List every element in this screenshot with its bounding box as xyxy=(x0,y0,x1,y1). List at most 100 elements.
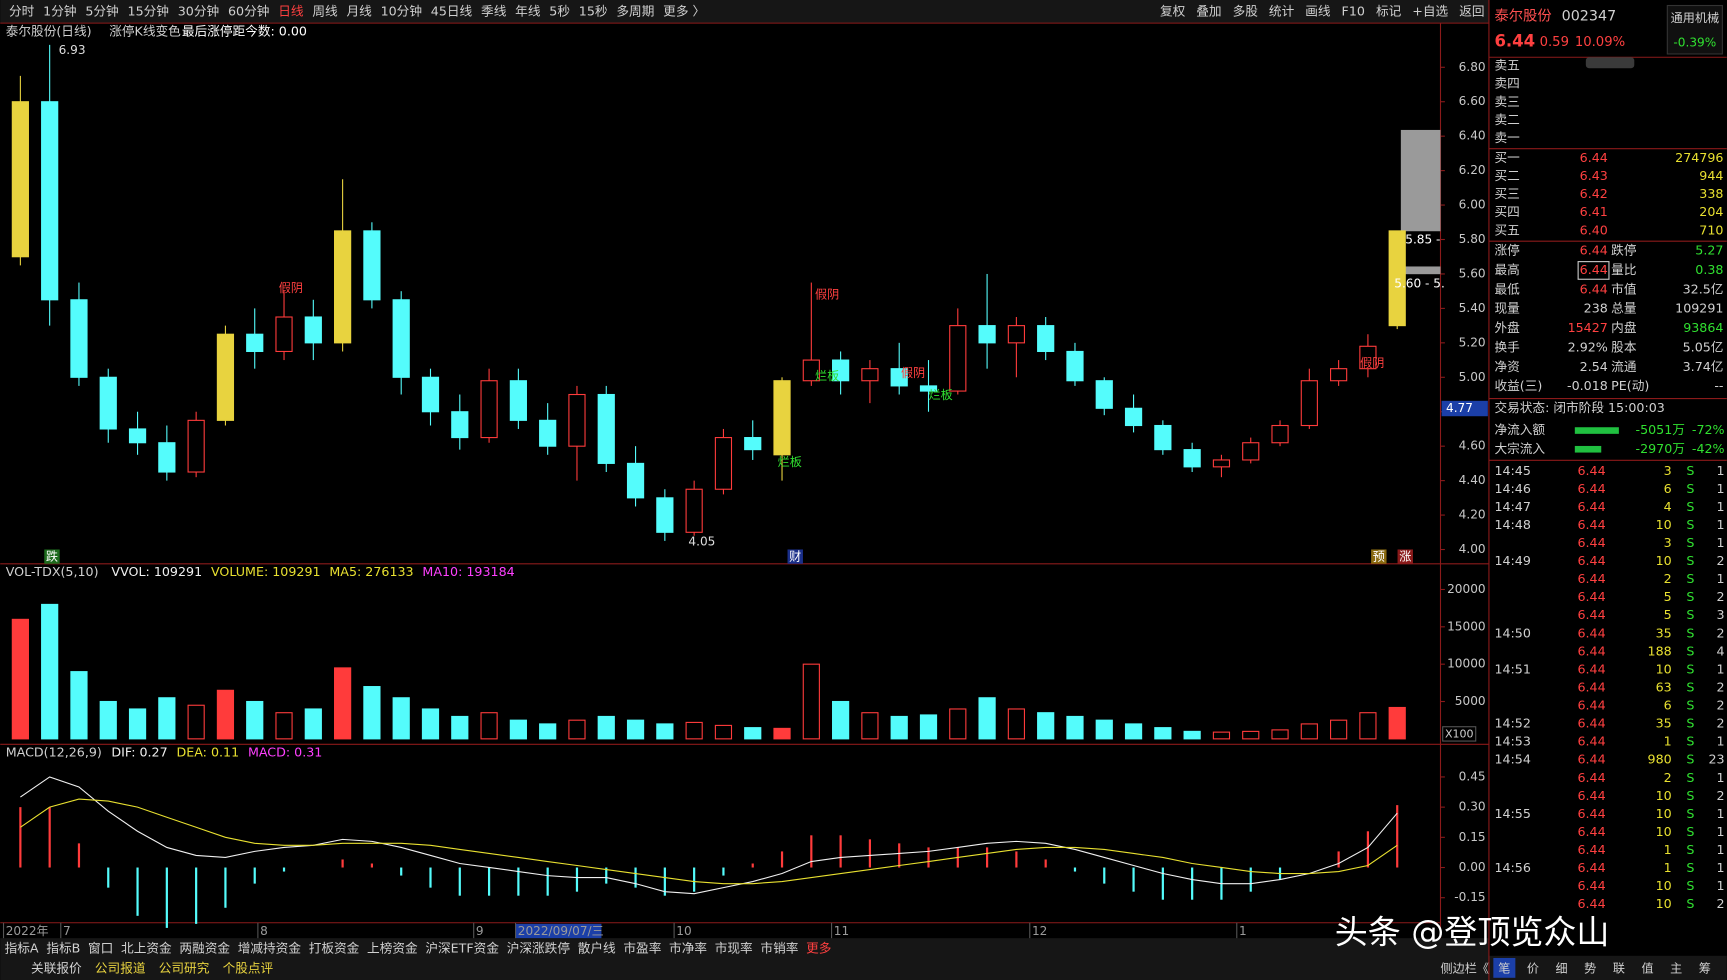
flow-label: 净流入额 xyxy=(1494,422,1545,437)
indicator-tab[interactable]: 指标B xyxy=(46,941,80,956)
tick-volume: 35 xyxy=(1656,625,1672,640)
y-tick-label: 0.45 xyxy=(1459,769,1486,783)
indicator-tab[interactable]: 打板资金 xyxy=(309,941,360,956)
volume-bar xyxy=(158,697,176,740)
candle-body xyxy=(128,428,147,444)
indicator-tab[interactable]: 沪深涨跌停 xyxy=(507,941,571,956)
tool-button[interactable]: 返回 xyxy=(1459,4,1484,19)
side-tab[interactable]: 筹 xyxy=(1699,961,1711,975)
tool-button[interactable]: +自选 xyxy=(1412,4,1448,19)
tool-button[interactable]: 统计 xyxy=(1269,4,1295,19)
bid-volume: 944 xyxy=(1699,168,1723,183)
tick-count: 2 xyxy=(1717,698,1725,713)
indicator-tab[interactable]: 增减持资金 xyxy=(238,941,302,956)
tick-time: 14:53 xyxy=(1494,734,1530,749)
period-tab[interactable]: 年线 xyxy=(515,4,541,19)
bid-price: 6.43 xyxy=(1580,168,1608,183)
indicator-tab[interactable]: 市净率 xyxy=(669,941,707,956)
period-tab[interactable]: 1分钟 xyxy=(43,4,76,19)
indicator-value: MACD: 0.31 xyxy=(248,745,322,760)
stat-value: 109291 xyxy=(1675,301,1723,316)
side-tab[interactable]: 势 xyxy=(1584,961,1596,975)
info-link[interactable]: 个股点评 xyxy=(223,960,274,975)
period-tab[interactable]: 10分钟 xyxy=(381,4,422,19)
info-link[interactable]: 公司报道 xyxy=(95,960,146,975)
indicator-tab[interactable]: 更多 xyxy=(806,941,831,956)
tool-button[interactable]: 叠加 xyxy=(1196,4,1221,19)
tool-button[interactable]: 复权 xyxy=(1160,4,1186,19)
tick-price: 6.44 xyxy=(1577,517,1605,532)
tool-button[interactable]: F10 xyxy=(1342,4,1365,19)
collapse-button[interactable] xyxy=(1585,57,1635,69)
side-tab[interactable]: 价 xyxy=(1527,961,1539,975)
macd-dea-line xyxy=(20,798,1398,885)
indicator-tab[interactable]: 北上资金 xyxy=(121,941,172,956)
period-tab[interactable]: 多周期 xyxy=(616,4,654,19)
period-tab[interactable]: 45日线 xyxy=(431,4,473,19)
indicator-tab[interactable]: 指标A xyxy=(5,941,39,956)
indicator-tab[interactable]: 两融资金 xyxy=(179,941,230,956)
bid-level: 买五 xyxy=(1494,222,1519,237)
period-tab[interactable]: 15分钟 xyxy=(128,4,169,19)
period-tab[interactable]: 5秒 xyxy=(549,4,570,19)
side-tab[interactable]: 笔 xyxy=(1498,960,1510,975)
indicator-tab[interactable]: 沪深ETF资金 xyxy=(425,941,499,956)
period-tab[interactable]: 日线 xyxy=(278,4,304,19)
info-link[interactable]: 关联报价 xyxy=(31,960,82,975)
side-tab[interactable]: 侧边栏《 xyxy=(1440,960,1488,975)
y-tick-label: 5.80 xyxy=(1459,232,1486,246)
tick-volume: 4 xyxy=(1664,499,1672,514)
candle-body xyxy=(480,380,498,439)
period-tab[interactable]: 月线 xyxy=(346,4,372,19)
indicator-tab[interactable]: 市盈率 xyxy=(623,941,661,956)
candle-body xyxy=(1007,325,1025,344)
side-tab[interactable]: 联 xyxy=(1613,961,1625,975)
indicator-tab[interactable]: 市销率 xyxy=(760,941,798,956)
stat-label: 涨停 xyxy=(1494,243,1520,258)
volume-bar xyxy=(890,715,908,740)
period-tab[interactable]: 分时 xyxy=(9,4,35,19)
candle-body xyxy=(187,419,205,473)
indicator-tab[interactable]: 散户线 xyxy=(578,941,616,956)
stat-label: 换手 xyxy=(1494,339,1520,354)
period-tab[interactable]: 更多 〉 xyxy=(663,4,705,19)
tick-price: 6.44 xyxy=(1577,788,1605,803)
candle-body xyxy=(99,376,117,430)
tool-button[interactable]: 标记 xyxy=(1376,4,1402,19)
period-tab[interactable]: 季线 xyxy=(481,4,507,19)
side-tab[interactable]: 值 xyxy=(1641,960,1653,975)
volume-bar xyxy=(334,667,352,740)
tool-button[interactable]: 画线 xyxy=(1305,4,1331,19)
side-tab[interactable]: 主 xyxy=(1670,961,1682,975)
stat-value: 5.27 xyxy=(1695,243,1723,258)
candle-body xyxy=(451,411,469,439)
period-tab[interactable]: 周线 xyxy=(312,4,338,19)
period-tab[interactable]: 5分钟 xyxy=(85,4,118,19)
stat-label: 净资 xyxy=(1494,359,1519,374)
tick-side: S xyxy=(1686,679,1694,694)
indicator-tab[interactable]: 市现率 xyxy=(715,941,753,956)
tick-side: S xyxy=(1686,463,1694,478)
period-tab[interactable]: 30分钟 xyxy=(178,4,219,19)
indicator-tab[interactable]: 窗口 xyxy=(88,941,113,956)
side-tab[interactable]: 细 xyxy=(1556,961,1568,975)
info-link[interactable]: 公司研究 xyxy=(159,960,210,975)
tick-volume: 3 xyxy=(1664,535,1672,550)
y-tick-label: 0.15 xyxy=(1459,830,1486,844)
period-tab[interactable]: 60分钟 xyxy=(228,4,269,19)
candle-body xyxy=(656,497,674,533)
period-tab[interactable]: 15秒 xyxy=(579,4,608,19)
tick-price: 6.44 xyxy=(1577,679,1605,694)
chart-annotation: 假阴 xyxy=(815,288,839,302)
tool-button[interactable]: 多股 xyxy=(1233,4,1259,19)
bid-price: 6.40 xyxy=(1580,222,1608,237)
price-tag: 4.77 xyxy=(1446,401,1473,415)
volume-bar xyxy=(1271,729,1289,740)
chart-annotation: 6.93 xyxy=(59,43,86,57)
candle-body xyxy=(304,316,322,344)
y-tick-label: 5000 xyxy=(1455,694,1486,708)
chart-annotation: 烂板 xyxy=(928,388,952,402)
tick-volume: 10 xyxy=(1656,806,1672,821)
indicator-tab[interactable]: 上榜资金 xyxy=(367,941,418,956)
tick-price: 6.44 xyxy=(1577,770,1605,785)
